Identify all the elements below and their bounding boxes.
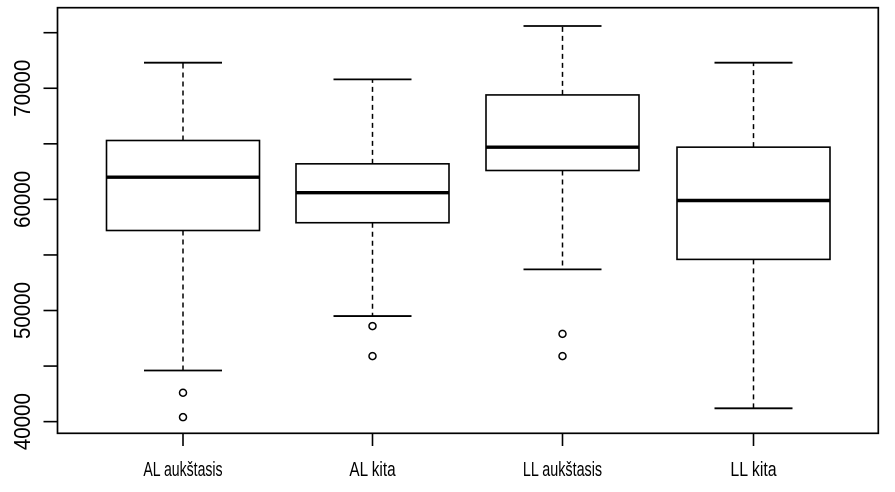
- outlier-point: [368, 321, 377, 331]
- y-axis-tick-label: 60000: [9, 171, 35, 228]
- x-category-label: AL kita: [349, 459, 396, 481]
- outlier-point: [178, 412, 188, 422]
- outlier-point: [178, 388, 188, 397]
- outlier-point: [368, 351, 377, 361]
- iqr-box: [485, 94, 640, 172]
- x-category-label: LL kita: [730, 459, 777, 481]
- outlier-point: [558, 329, 567, 339]
- x-category-label: AL aukštasis: [143, 459, 222, 481]
- outlier-point: [558, 351, 567, 361]
- y-axis-tick-label: 70000: [9, 60, 35, 117]
- y-axis-tick-label: 50000: [9, 282, 35, 339]
- iqr-box: [105, 139, 261, 232]
- x-category-label: LL aukštasis: [523, 459, 602, 481]
- y-axis-tick-label: 40000: [9, 393, 35, 450]
- iqr-box: [676, 146, 831, 261]
